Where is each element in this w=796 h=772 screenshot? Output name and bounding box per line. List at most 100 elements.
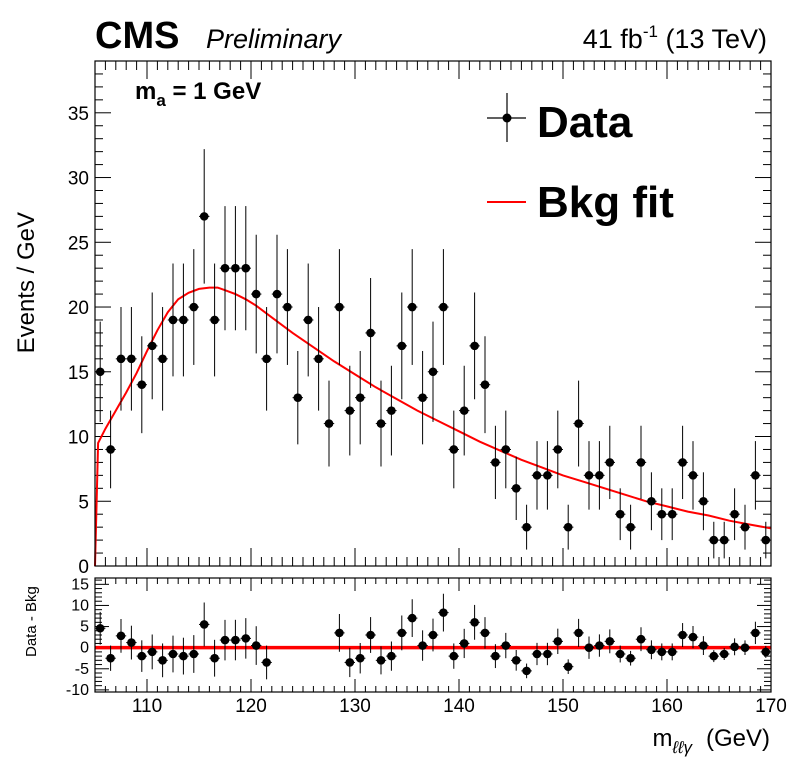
ratio-marker bbox=[189, 649, 199, 659]
data-marker bbox=[605, 458, 615, 467]
legend-fit-label: Bkg fit bbox=[537, 178, 674, 227]
data-marker bbox=[553, 445, 563, 454]
data-marker bbox=[699, 496, 708, 506]
ratio-point bbox=[365, 617, 376, 653]
main-y-tick-label: 25 bbox=[68, 233, 89, 254]
ratio-marker bbox=[116, 631, 126, 641]
data-point bbox=[739, 504, 751, 550]
ratio-point bbox=[677, 623, 688, 647]
x-tick-label: 120 bbox=[235, 696, 267, 717]
ratio-point bbox=[355, 642, 366, 674]
ratio-point bbox=[719, 648, 730, 660]
data-marker bbox=[303, 315, 313, 325]
ratio-marker bbox=[595, 641, 604, 650]
fit-curve bbox=[94, 286, 772, 567]
ratio-marker bbox=[428, 630, 438, 640]
data-point bbox=[396, 292, 407, 400]
main-y-tick-label: 15 bbox=[68, 363, 89, 384]
data-marker bbox=[459, 406, 469, 415]
ratio-marker bbox=[657, 647, 667, 657]
ratio-marker bbox=[95, 623, 105, 633]
data-point bbox=[105, 410, 116, 489]
main-y-tick-label: 30 bbox=[68, 169, 89, 190]
ratio-marker bbox=[719, 649, 729, 659]
ratio-point bbox=[396, 615, 407, 651]
ratio-point bbox=[448, 643, 459, 669]
ratio-point bbox=[646, 640, 657, 660]
ratio-point bbox=[334, 614, 345, 652]
ratio-point bbox=[563, 659, 574, 674]
data-point bbox=[292, 350, 303, 445]
data-point bbox=[313, 307, 324, 411]
ratio-point bbox=[199, 602, 210, 647]
data-marker bbox=[179, 315, 188, 325]
main-y-tick-label: 0 bbox=[78, 557, 89, 578]
main-y-tick-label: 35 bbox=[68, 104, 89, 125]
data-marker bbox=[709, 535, 719, 545]
data-marker bbox=[584, 471, 594, 480]
ratio-point bbox=[615, 645, 626, 663]
data-marker bbox=[95, 367, 105, 377]
x-axis-label: mℓℓγ (GeV) bbox=[652, 725, 770, 757]
data-point bbox=[760, 521, 771, 559]
ratio-point bbox=[729, 638, 740, 656]
data-marker bbox=[678, 458, 687, 467]
ratio-data-layer bbox=[95, 593, 771, 680]
ratio-marker bbox=[574, 628, 583, 638]
data-marker bbox=[532, 471, 542, 480]
data-marker bbox=[407, 302, 417, 312]
data-marker bbox=[688, 471, 698, 480]
ratio-marker bbox=[751, 628, 760, 638]
ratio-point bbox=[583, 636, 595, 659]
data-marker bbox=[522, 522, 531, 532]
ratio-marker bbox=[407, 613, 417, 623]
ratio-point bbox=[157, 643, 168, 678]
ratio-point bbox=[136, 640, 147, 672]
legend: Data Bkg fit bbox=[487, 93, 674, 227]
data-point bbox=[698, 472, 709, 531]
ratio-point bbox=[531, 642, 543, 666]
data-point bbox=[323, 380, 335, 467]
main-data-layer bbox=[95, 149, 771, 559]
x-tick-labels: 110 120 130 140 150 160 170 bbox=[132, 696, 787, 717]
data-point bbox=[563, 504, 574, 550]
ratio-point bbox=[105, 645, 116, 671]
ratio-marker bbox=[636, 634, 646, 644]
data-marker bbox=[657, 509, 667, 519]
ratio-marker bbox=[376, 656, 386, 665]
ratio-point bbox=[625, 650, 636, 666]
data-point bbox=[490, 425, 501, 500]
ratio-point bbox=[542, 642, 553, 666]
ratio-marker bbox=[251, 641, 261, 650]
ratio-marker bbox=[199, 620, 209, 629]
data-marker bbox=[199, 212, 209, 221]
ratio-marker bbox=[615, 649, 625, 659]
ratio-point bbox=[375, 646, 387, 675]
data-marker bbox=[563, 522, 573, 532]
data-marker bbox=[147, 341, 157, 351]
data-marker bbox=[615, 509, 625, 519]
ratio-marker bbox=[127, 638, 136, 647]
ratio-marker bbox=[688, 632, 698, 642]
ratio-marker bbox=[345, 658, 355, 667]
ratio-point bbox=[511, 649, 522, 671]
data-point bbox=[386, 365, 397, 456]
data-marker bbox=[220, 263, 230, 273]
ratio-point bbox=[251, 626, 262, 665]
ratio-point bbox=[240, 618, 251, 659]
data-point bbox=[427, 321, 439, 422]
data-marker bbox=[626, 522, 635, 532]
data-marker bbox=[158, 354, 167, 364]
data-point bbox=[552, 410, 563, 489]
main-panel: 0 5 10 15 20 25 30 35 bbox=[68, 60, 772, 578]
data-marker bbox=[418, 393, 427, 402]
data-point bbox=[469, 292, 480, 400]
data-point bbox=[646, 472, 657, 531]
ratio-marker bbox=[699, 641, 708, 650]
data-point bbox=[719, 521, 730, 559]
ratio-marker bbox=[470, 618, 479, 627]
data-marker bbox=[574, 419, 583, 428]
data-marker bbox=[647, 496, 656, 506]
data-marker bbox=[470, 341, 479, 351]
